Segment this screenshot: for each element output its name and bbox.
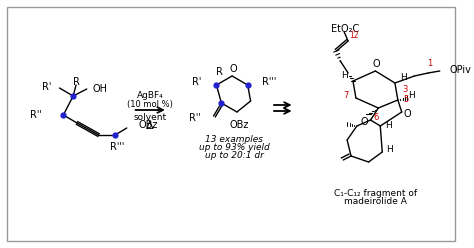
Text: OH: OH bbox=[92, 84, 108, 94]
Text: Δ: Δ bbox=[146, 121, 154, 131]
Text: 3: 3 bbox=[402, 86, 407, 94]
Text: EtO₂C: EtO₂C bbox=[330, 24, 359, 34]
Text: R'': R'' bbox=[189, 113, 201, 123]
Text: R''': R''' bbox=[110, 142, 124, 152]
Text: O: O bbox=[373, 59, 380, 69]
Text: solvent: solvent bbox=[134, 114, 167, 123]
Text: up to 20:1 dr: up to 20:1 dr bbox=[205, 152, 264, 160]
Text: 7: 7 bbox=[344, 91, 349, 99]
Text: R''': R''' bbox=[262, 77, 277, 87]
Text: R': R' bbox=[42, 82, 52, 92]
Text: up to 93% yield: up to 93% yield bbox=[199, 144, 269, 153]
Text: O: O bbox=[229, 64, 237, 74]
Text: 5: 5 bbox=[403, 95, 408, 104]
Text: 6: 6 bbox=[374, 113, 379, 122]
Text: H: H bbox=[401, 73, 407, 83]
Text: O: O bbox=[361, 117, 368, 127]
Text: AgBF₄: AgBF₄ bbox=[137, 92, 164, 100]
Text: R: R bbox=[216, 67, 223, 77]
Text: 1: 1 bbox=[428, 59, 433, 67]
Text: H: H bbox=[386, 145, 392, 154]
Text: O: O bbox=[404, 109, 411, 119]
Text: madeirolide A: madeirolide A bbox=[344, 197, 407, 207]
Text: H: H bbox=[341, 71, 347, 81]
Text: OBz: OBz bbox=[138, 120, 158, 130]
Text: H: H bbox=[408, 91, 415, 99]
Text: R: R bbox=[73, 77, 80, 87]
Text: OBz: OBz bbox=[229, 120, 248, 130]
Text: C₁-C₁₂ fragment of: C₁-C₁₂ fragment of bbox=[334, 188, 417, 197]
Text: (10 mol %): (10 mol %) bbox=[127, 99, 173, 109]
Text: 13 examples: 13 examples bbox=[205, 135, 263, 145]
Text: R': R' bbox=[192, 77, 202, 87]
Text: H: H bbox=[385, 122, 392, 130]
Text: R'': R'' bbox=[30, 110, 42, 120]
Text: OPiv: OPiv bbox=[449, 65, 472, 75]
Text: 12: 12 bbox=[349, 31, 359, 40]
